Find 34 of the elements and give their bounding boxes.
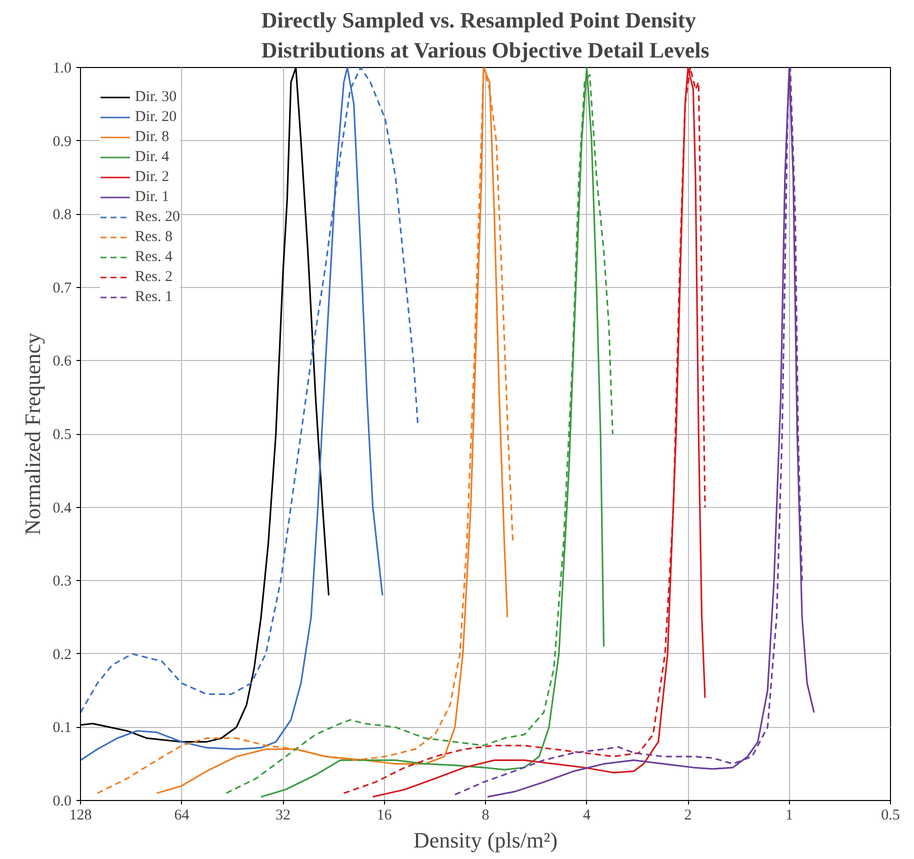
y-tick-label: 0.0 xyxy=(52,794,72,810)
x-tick-label: 8 xyxy=(482,808,490,824)
x-tick-label: 2 xyxy=(684,808,692,824)
legend-label: Res. 2 xyxy=(135,268,172,286)
x-tick-label: 32 xyxy=(276,808,290,824)
legend-label: Dir. 20 xyxy=(135,108,177,126)
legend-label: Dir. 2 xyxy=(135,168,170,186)
legend-label: Res. 8 xyxy=(135,228,172,246)
chart-title: Directly Sampled vs. Resampled Point Density Distributions at Various Objective Detail Levels xyxy=(261,8,710,62)
y-tick-label: 0.4 xyxy=(52,500,72,516)
x-tick-label: 64 xyxy=(174,808,190,824)
x-tick-label: 0.5 xyxy=(881,808,900,824)
x-tick-label: 1 xyxy=(786,808,793,824)
legend-label: Dir. 1 xyxy=(135,188,170,206)
legend-label: Res. 4 xyxy=(135,248,172,266)
y-tick-label: 1.0 xyxy=(52,60,72,76)
y-axis-title: Normalized Frequency xyxy=(20,332,45,536)
y-tick-label: 0.9 xyxy=(52,134,72,150)
y-tick-label: 0.8 xyxy=(52,207,72,224)
x-tick-label: 128 xyxy=(69,808,92,824)
legend-label: Res. 1 xyxy=(135,288,172,306)
legend-label: Dir. 8 xyxy=(135,128,170,146)
y-tick-label: 0.7 xyxy=(52,280,72,296)
legend-label: Res. 20 xyxy=(135,208,180,226)
x-tick-label: 16 xyxy=(376,808,392,824)
y-tick-label: 0.1 xyxy=(52,720,72,736)
y-tick-label: 0.6 xyxy=(52,354,72,370)
x-tick-label: 4 xyxy=(583,808,591,824)
legend-label: Dir. 30 xyxy=(135,88,177,106)
legend-label: Dir. 4 xyxy=(135,148,170,166)
y-tick-label: 0.2 xyxy=(52,646,72,663)
x-axis-title: Density (pls/m²) xyxy=(413,828,558,852)
y-tick-label: 0.5 xyxy=(52,427,72,443)
y-tick-label: 0.3 xyxy=(52,574,72,590)
